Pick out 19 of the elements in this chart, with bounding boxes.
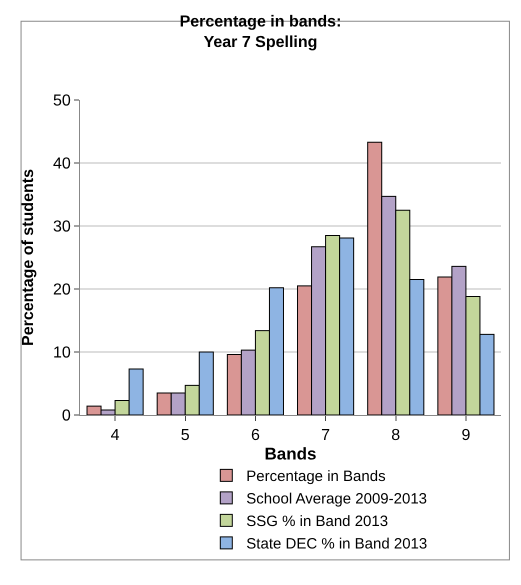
y-tick-label: 20 [53, 282, 71, 299]
x-tick-label: 8 [391, 427, 400, 444]
x-tick-label: 5 [180, 427, 190, 444]
x-tick-label: 7 [321, 427, 330, 444]
legend-label: Percentage in Bands [246, 468, 386, 486]
y-tick-label: 10 [53, 344, 71, 362]
chart-title: Percentage in bands: Year 7 Spelling [180, 13, 342, 52]
legend-label: School Average 2009-2013 [246, 490, 428, 508]
y-tick-label: 30 [53, 218, 71, 236]
x-tick-label: 4 [110, 427, 120, 444]
y-axis-title: Percentage of students [20, 168, 37, 346]
y-tick-label: 40 [53, 156, 71, 173]
y-tick-label: 0 [62, 408, 71, 425]
x-axis-title: Bands [264, 444, 316, 464]
legend-label: State DEC % in Band 2013 [246, 536, 428, 553]
x-tick-label: 9 [461, 427, 470, 444]
y-tick-label: 50 [53, 92, 71, 110]
legend-label: SSG % in Band 2013 [246, 513, 388, 530]
x-tick-label: 6 [250, 427, 260, 444]
